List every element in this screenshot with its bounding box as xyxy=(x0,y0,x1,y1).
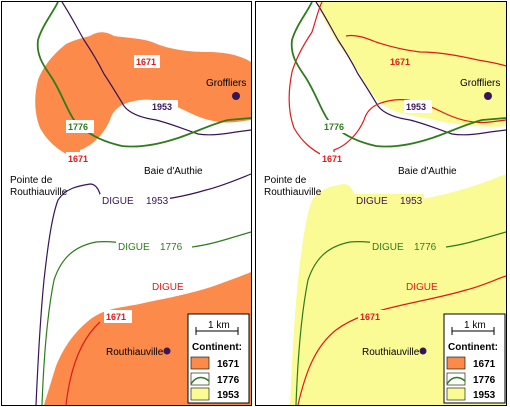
routhiauville-marker-right xyxy=(419,347,427,355)
pointe-label-line1-right: Pointe de xyxy=(264,175,307,186)
groffliers-label-right: Groffliers xyxy=(460,78,500,89)
legend-title-right: Continent: xyxy=(448,342,498,353)
coast-1953-south-line xyxy=(35,173,251,405)
year-label-1776: 1776 xyxy=(68,122,88,132)
routhiauville-label: Routhiauville xyxy=(106,347,164,358)
baie-label: Baie d'Authie xyxy=(144,166,203,177)
year-label-1953-right: 1953 xyxy=(406,102,426,112)
pointe-label-line2-right: Routhiauville xyxy=(264,187,322,198)
pointe-label-line2: Routhiauville xyxy=(10,187,68,198)
coast-1953-line-right xyxy=(315,2,506,136)
legend-item-1671: 1671 xyxy=(217,359,240,370)
groffliers-marker xyxy=(232,92,240,100)
left-map-panel: 1671 Groffliers 1953 1776 1671 Baie d'Au… xyxy=(1,1,252,406)
year-label-1671-coast-right: 1671 xyxy=(322,154,342,164)
baie-label-right: Baie d'Authie xyxy=(398,166,457,177)
legend-scale-label: 1 km xyxy=(208,320,230,331)
legend-item-1776: 1776 xyxy=(217,375,240,386)
coast-1671-south-line xyxy=(65,321,101,405)
groffliers-marker-right xyxy=(484,92,492,100)
legend-item-1953: 1953 xyxy=(217,390,240,401)
legend-right: 1 km Continent: 1671 1776 1953 xyxy=(443,313,506,404)
digue-1953-year-right: 1953 xyxy=(400,196,423,207)
year-label-1671-south-right: 1671 xyxy=(360,312,380,322)
digue-1953-label-right: DIGUE xyxy=(356,196,388,207)
routhiauville-label-right: Routhiauville xyxy=(362,347,420,358)
legend-item-1776-right: 1776 xyxy=(473,375,496,386)
digue-1953-year: 1953 xyxy=(146,196,169,207)
year-label-1671-coast: 1671 xyxy=(68,154,88,164)
groffliers-label: Groffliers xyxy=(206,78,246,89)
year-label-1776-right: 1776 xyxy=(324,122,344,132)
year-label-1671-north: 1671 xyxy=(136,57,156,67)
legend-item-1953-right: 1953 xyxy=(473,390,496,401)
digue-1776-year-right: 1776 xyxy=(414,242,437,253)
legend-left: 1 km Continent: 1671 1776 1953 xyxy=(187,313,250,404)
coast-1671-south-line-right xyxy=(297,275,506,405)
digue-1671-label-right: DIGUE xyxy=(406,282,438,293)
year-label-1671-north-right: 1671 xyxy=(390,57,410,67)
year-label-1953: 1953 xyxy=(152,102,172,112)
legend-item-1671-right: 1671 xyxy=(473,359,496,370)
legend-scale-label-right: 1 km xyxy=(464,320,486,331)
coast-1953-line xyxy=(61,2,251,136)
digue-1776-label: DIGUE xyxy=(118,242,150,253)
digue-1671-label: DIGUE xyxy=(152,282,184,293)
legend-title: Continent: xyxy=(192,342,242,353)
digue-1776-year: 1776 xyxy=(160,242,183,253)
routhiauville-marker xyxy=(163,347,171,355)
pointe-label-line1: Pointe de xyxy=(10,175,53,186)
right-map-panel: 1671 Groffliers 1953 1776 1671 Baie d'Au… xyxy=(255,1,507,406)
digue-1953-label: DIGUE xyxy=(102,196,134,207)
digue-1776-label-right: DIGUE xyxy=(372,242,404,253)
coast-1671-north-inner-right xyxy=(345,34,506,67)
year-label-1671-south: 1671 xyxy=(106,312,126,322)
